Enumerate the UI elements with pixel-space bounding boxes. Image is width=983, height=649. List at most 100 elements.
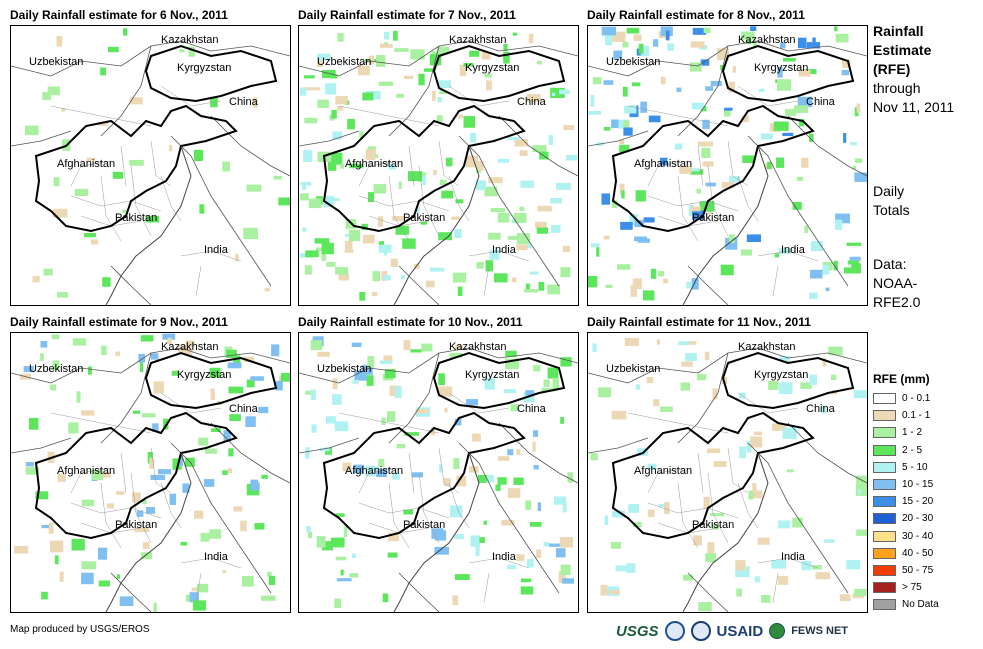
rainfall-cell bbox=[841, 69, 850, 76]
rainfall-cell bbox=[543, 541, 550, 547]
rainfall-cell bbox=[603, 235, 610, 240]
rainfall-cell bbox=[335, 556, 347, 561]
rainfall-cell bbox=[735, 566, 750, 578]
rainfall-cell bbox=[102, 277, 111, 287]
rainfall-cell bbox=[229, 414, 241, 421]
rainfall-cell bbox=[210, 388, 215, 401]
rainfall-cell bbox=[450, 505, 463, 518]
legend-item: 0 - 0.1 bbox=[873, 390, 978, 407]
rainfall-cell bbox=[380, 43, 393, 48]
rainfall-cell bbox=[548, 543, 562, 547]
rainfall-cell bbox=[123, 28, 128, 36]
rainfall-cell bbox=[268, 575, 276, 585]
label-afghanistan: Afghanistan bbox=[634, 158, 693, 170]
label-india: India bbox=[781, 244, 805, 256]
legend-swatch bbox=[873, 444, 896, 456]
legend-label: 15 - 20 bbox=[902, 496, 934, 508]
rainfall-cell bbox=[129, 97, 143, 105]
rainfall-cell bbox=[693, 535, 702, 546]
rainfall-cell bbox=[150, 474, 166, 480]
rainfall-cell bbox=[739, 446, 746, 459]
rainfall-cell bbox=[347, 118, 355, 130]
rainfall-cell bbox=[562, 578, 574, 584]
rainfall-cell bbox=[141, 413, 156, 418]
rainfall-cell bbox=[702, 161, 714, 167]
data-line: RFE2.0 bbox=[873, 294, 921, 310]
rainfall-cell bbox=[321, 249, 327, 261]
rainfall-cell bbox=[42, 91, 52, 100]
rainfall-cell bbox=[552, 377, 559, 390]
rainfall-cell bbox=[162, 333, 176, 340]
rainfall-cell bbox=[528, 33, 534, 44]
rainfall-cell bbox=[618, 119, 629, 129]
rainfall-cell bbox=[398, 181, 402, 189]
label-uzbekistan: Uzbekistan bbox=[29, 56, 84, 68]
rainfall-cell bbox=[615, 565, 630, 572]
rainfall-cell bbox=[381, 417, 386, 425]
rainfall-cell bbox=[761, 595, 771, 603]
legend-item: 40 - 50 bbox=[873, 545, 978, 562]
rainfall-cell bbox=[513, 477, 524, 485]
rainfall-cell bbox=[81, 410, 95, 416]
rainfall-cell bbox=[372, 271, 381, 282]
rainfall-cell bbox=[626, 27, 640, 34]
rainfall-cell bbox=[88, 366, 92, 375]
rainfall-cell bbox=[32, 276, 40, 283]
label-china: China bbox=[517, 403, 546, 415]
rainfall-cell bbox=[626, 563, 636, 573]
rainfall-cell bbox=[706, 448, 721, 453]
rainfall-cell bbox=[305, 250, 319, 258]
rainfall-cell bbox=[470, 133, 476, 143]
rainfall-cell bbox=[334, 421, 349, 432]
rainfall-cell bbox=[768, 380, 779, 390]
usaid-logo: USAID bbox=[716, 622, 764, 640]
rainfall-cell bbox=[310, 340, 323, 351]
rainfall-cell bbox=[209, 529, 222, 539]
rainfall-cell bbox=[724, 109, 731, 117]
rainfall-cell bbox=[507, 235, 520, 240]
rainfall-cell bbox=[316, 536, 326, 548]
rainfall-cell bbox=[332, 378, 338, 390]
rainfall-cell bbox=[241, 575, 254, 587]
legend-item: 10 - 15 bbox=[873, 476, 978, 493]
daily-line: Totals bbox=[873, 202, 910, 218]
rainfall-cell bbox=[112, 171, 123, 179]
rainfall-cell bbox=[357, 65, 370, 76]
rainfall-cell bbox=[307, 531, 312, 539]
rainfall-cell bbox=[621, 190, 625, 199]
rainfall-cell bbox=[628, 503, 639, 513]
district-lines bbox=[338, 392, 530, 604]
rainfall-cell bbox=[81, 572, 94, 585]
district-lines bbox=[627, 392, 819, 604]
rainfall-cell bbox=[368, 55, 375, 65]
rainfall-cell bbox=[463, 116, 475, 128]
rainfall-cell bbox=[532, 441, 536, 452]
rainfall-cell bbox=[746, 234, 761, 242]
rainfall-cell bbox=[178, 345, 190, 355]
rainfall-cell bbox=[736, 588, 742, 597]
rainfall-cell bbox=[129, 159, 144, 166]
rainfall-cell bbox=[300, 193, 309, 201]
rainfall-cell bbox=[758, 88, 765, 92]
rainfall-cell bbox=[359, 131, 364, 138]
rainfall-cell bbox=[643, 290, 655, 301]
rainfall-cell bbox=[305, 390, 313, 395]
rainfall-cell bbox=[598, 387, 612, 398]
rainfall-cell bbox=[443, 478, 451, 487]
rainfall-cell bbox=[503, 51, 510, 64]
rainfall-cell bbox=[815, 572, 831, 580]
label-pakistan: Pakistan bbox=[692, 519, 735, 531]
rainfall-cell bbox=[839, 594, 851, 602]
rainfall-cell bbox=[725, 237, 738, 250]
rainfall-cell bbox=[233, 355, 241, 367]
rainfall-cell bbox=[365, 465, 376, 477]
rainfall-cell bbox=[115, 351, 121, 356]
rainfall-cell bbox=[338, 271, 348, 281]
rainfall-cell bbox=[740, 249, 752, 256]
rainfall-cell bbox=[227, 362, 242, 369]
rainfall-cell bbox=[690, 41, 705, 48]
rainfall-cell bbox=[465, 155, 479, 168]
rainfall-cell bbox=[560, 417, 565, 424]
rainfall-cell bbox=[418, 73, 425, 86]
rainfall-cell bbox=[562, 245, 571, 252]
